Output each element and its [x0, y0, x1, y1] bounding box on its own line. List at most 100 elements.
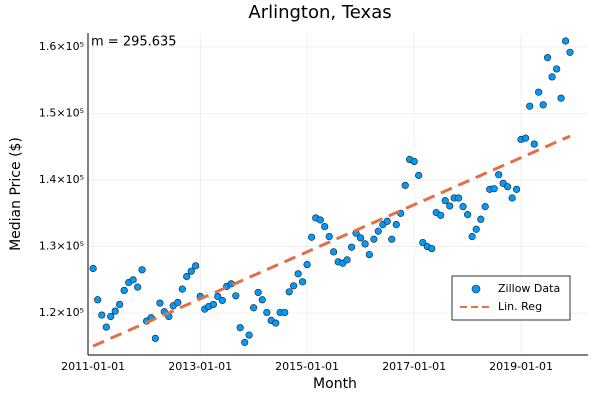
point: [303, 260, 311, 269]
point: [441, 197, 449, 205]
y-tick-label: 1.2×10⁵: [39, 306, 84, 319]
point: [107, 312, 115, 321]
point: [455, 194, 463, 202]
point: [138, 266, 146, 274]
point: [250, 304, 258, 312]
point: [325, 232, 333, 241]
point: [316, 216, 324, 224]
y-tick-label: 1.3×10⁵: [39, 240, 84, 253]
point: [214, 292, 222, 301]
point: [468, 232, 476, 241]
point: [548, 73, 556, 81]
point: [290, 282, 298, 290]
point: [285, 288, 293, 296]
point: [94, 296, 102, 304]
point: [392, 221, 400, 229]
point: [495, 171, 503, 179]
point: [401, 181, 409, 189]
x-tick-label: 2015-01-01: [275, 360, 339, 373]
point: [151, 334, 159, 342]
point: [356, 234, 365, 242]
point: [308, 233, 316, 241]
point: [281, 308, 289, 317]
point: [272, 319, 280, 327]
point: [522, 134, 530, 142]
point: [526, 102, 534, 110]
point: [178, 285, 186, 293]
point: [192, 262, 200, 270]
legend-label: Zillow Data: [498, 282, 560, 295]
point: [370, 235, 378, 243]
point: [116, 300, 124, 309]
y-tick-label: 1.5×10⁵: [39, 107, 84, 120]
point: [111, 307, 119, 315]
point: [174, 298, 182, 307]
x-axis-label: Month: [313, 376, 357, 392]
point: [503, 183, 512, 191]
chart-title: Arlington, Texas: [248, 2, 391, 23]
legend-box: [451, 275, 571, 321]
point: [383, 217, 391, 225]
point: [134, 283, 142, 291]
point: [530, 140, 538, 148]
point: [321, 222, 329, 231]
point: [361, 240, 369, 248]
point: [254, 288, 262, 297]
point: [481, 203, 489, 211]
point: [508, 194, 516, 202]
point: [477, 215, 485, 223]
point: [543, 54, 552, 62]
point: [348, 243, 356, 251]
x-tick-label: 2019-01-01: [489, 360, 553, 373]
point: [410, 157, 418, 166]
point: [129, 276, 137, 284]
point: [512, 185, 521, 193]
point: [120, 286, 128, 295]
point: [187, 267, 195, 275]
point: [263, 308, 271, 317]
legend-marker: [471, 284, 481, 294]
point: [472, 225, 480, 233]
point: [209, 300, 217, 309]
point: [539, 101, 547, 109]
y-tick-label: 1.6×10⁵: [39, 40, 84, 53]
x-tick-label: 2017-01-01: [382, 360, 446, 373]
point: [236, 324, 244, 332]
point: [183, 272, 191, 281]
point: [218, 296, 226, 305]
point: [298, 278, 307, 286]
point: [343, 256, 351, 264]
point: [89, 264, 97, 273]
point: [415, 171, 423, 179]
legend-label: Lin. Reg: [498, 300, 542, 313]
annotation: m = 295.635: [91, 35, 177, 50]
point: [566, 48, 574, 56]
point: [330, 248, 338, 256]
point: [446, 202, 454, 210]
point: [258, 296, 266, 304]
point: [102, 323, 110, 331]
point: [490, 185, 498, 193]
x-tick-label: 2013-01-01: [168, 360, 232, 373]
y-axis-label: Median Price ($): [8, 137, 24, 251]
point: [464, 211, 472, 219]
point: [294, 270, 302, 278]
point: [437, 211, 445, 219]
point: [365, 250, 373, 259]
point: [241, 338, 249, 346]
point: [561, 37, 570, 45]
point: [374, 227, 382, 235]
point: [156, 299, 164, 307]
regression-line: [92, 134, 571, 348]
point: [245, 331, 253, 339]
point: [428, 244, 436, 253]
y-tick-label: 1.4×10⁵: [39, 173, 84, 186]
x-tick-label: 2011-01-01: [61, 360, 125, 373]
point: [557, 94, 565, 102]
point: [553, 65, 561, 73]
point: [388, 235, 396, 243]
point: [535, 88, 543, 96]
point: [98, 311, 106, 319]
